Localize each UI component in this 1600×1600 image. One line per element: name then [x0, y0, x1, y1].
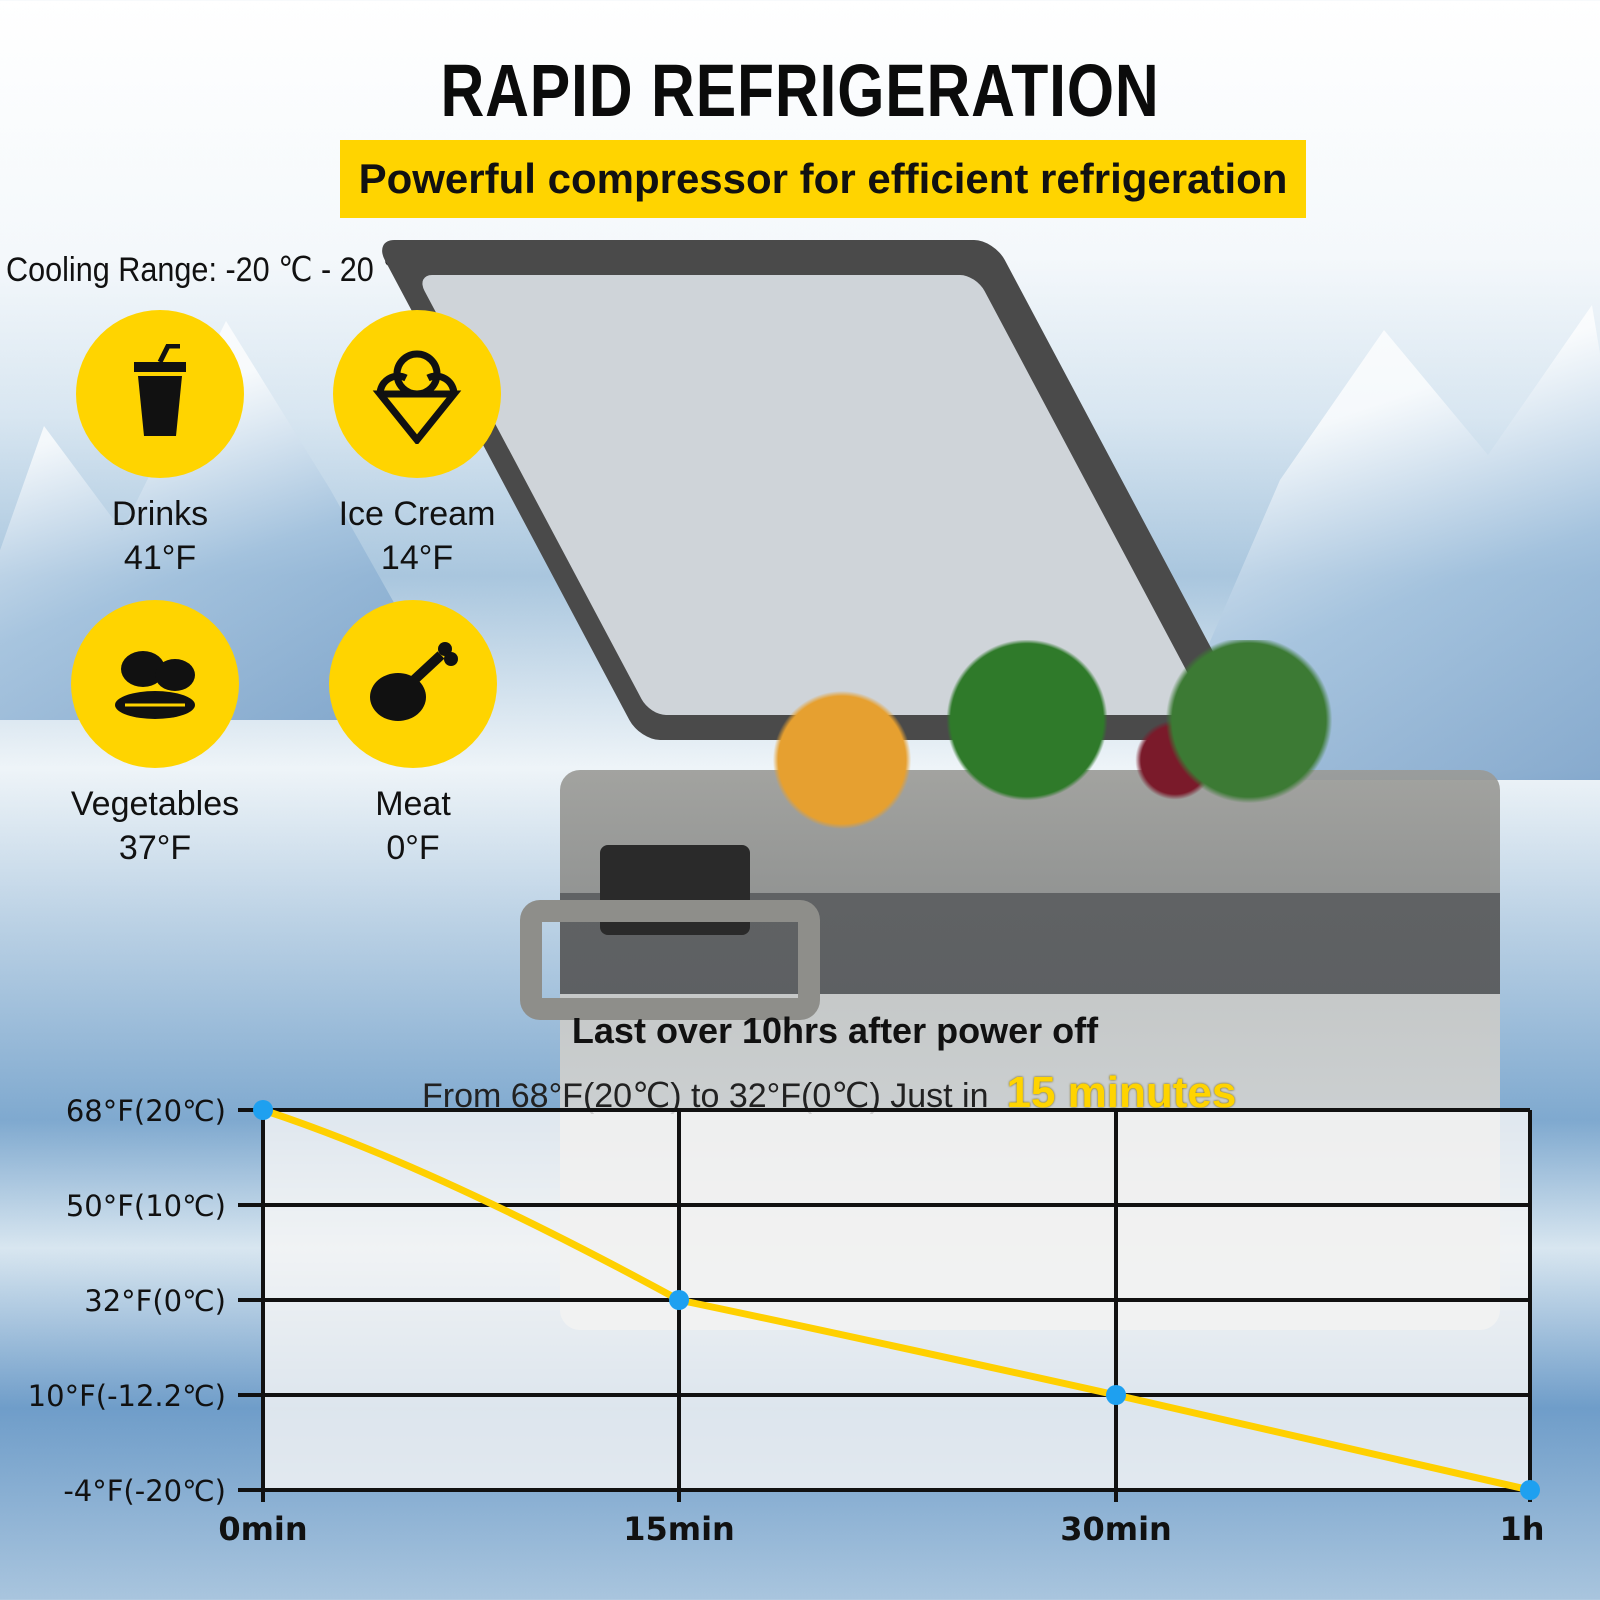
x-tick-label: 1h — [1499, 1510, 1544, 1548]
subtitle-banner: Powerful compressor for efficient refrig… — [340, 140, 1306, 218]
data-point — [253, 1100, 273, 1120]
ice-cream-icon — [333, 310, 501, 478]
cup-icon — [76, 310, 244, 478]
x-tick-label: 15min — [623, 1510, 735, 1548]
food-meat: Meat 0°F — [328, 600, 498, 870]
chart-annotation-title: Last over 10hrs after power off — [571, 1010, 1099, 1051]
food-temp: 41°F — [123, 539, 197, 577]
food-drinks: Drinks 41°F — [75, 310, 245, 580]
meat-drumstick-icon — [329, 600, 497, 768]
food-label: Drinks — [111, 495, 209, 533]
x-tick-label: 30min — [1060, 1510, 1172, 1548]
y-tick-label: 50°F(10℃) — [66, 1189, 226, 1223]
x-tick-label: 0min — [218, 1510, 307, 1548]
food-temp: 37°F — [118, 829, 192, 867]
food-label: Vegetables — [70, 785, 240, 823]
food-temp: 14°F — [380, 539, 454, 577]
vegetables-icon — [71, 600, 239, 768]
y-tick-label: 68°F(20℃) — [66, 1094, 226, 1128]
data-point — [1520, 1480, 1540, 1500]
y-tick-label: 32°F(0℃) — [84, 1284, 226, 1318]
page-title: RAPID REFRIGERATION — [440, 49, 1160, 132]
food-ice-cream: Ice Cream 14°F — [332, 310, 502, 580]
food-label: Meat — [375, 785, 451, 823]
series-line — [261, 1106, 1531, 1494]
food-vegetables: Vegetables 37°F — [70, 600, 240, 870]
food-temp: 0°F — [386, 829, 440, 867]
y-tick-label: 10°F(-12.2℃) — [28, 1379, 226, 1413]
food-label: Ice Cream — [338, 495, 496, 533]
data-point — [1106, 1385, 1126, 1405]
data-point — [669, 1290, 689, 1310]
y-tick-label: -4°F(-20℃) — [63, 1474, 226, 1508]
